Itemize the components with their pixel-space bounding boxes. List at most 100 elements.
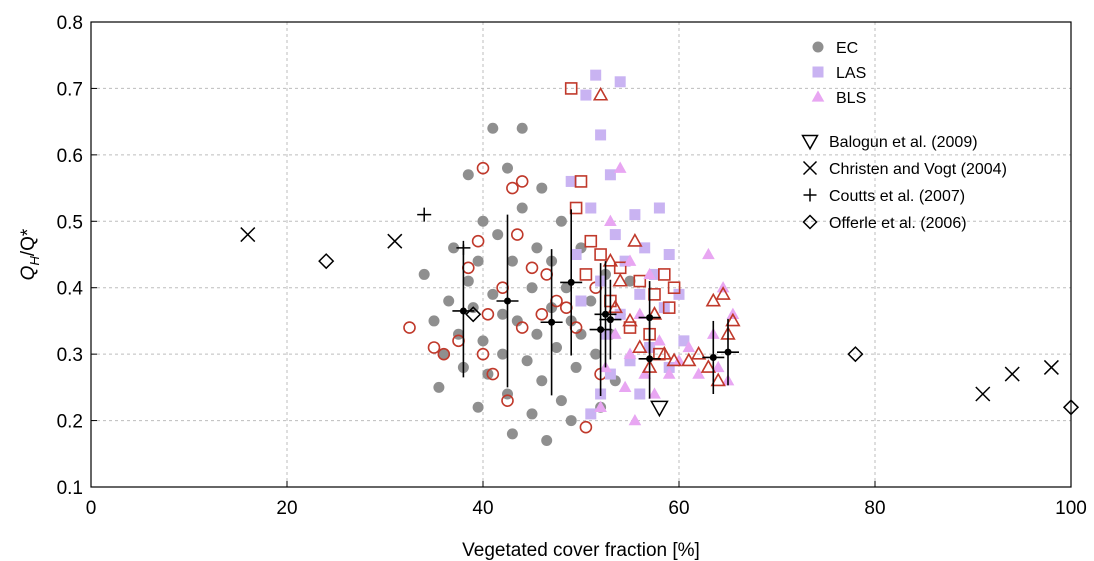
data-point xyxy=(590,69,602,81)
data-point xyxy=(638,367,652,379)
legend-label-ref: Coutts et al. (2007) xyxy=(829,188,965,205)
data-point-outlined xyxy=(653,347,666,361)
data-point xyxy=(428,315,440,327)
data-point xyxy=(506,428,518,440)
data-point-outlined xyxy=(550,294,563,308)
data-point-outlined xyxy=(476,347,490,361)
legend: EC LAS BLS Balogun et al. (2009) Christen an… xyxy=(801,40,1007,232)
data-point xyxy=(575,328,587,340)
data-point-outlined xyxy=(584,234,598,248)
mean-point xyxy=(646,355,654,363)
data-point xyxy=(497,348,509,360)
data-point xyxy=(555,215,567,227)
data-point-outlined xyxy=(594,248,607,261)
data-point xyxy=(663,249,675,260)
data-point xyxy=(570,361,582,373)
data-point xyxy=(672,354,686,366)
data-point xyxy=(633,307,647,319)
data-point xyxy=(443,295,455,307)
data-point xyxy=(643,267,656,280)
data-point xyxy=(502,162,513,174)
data-point-outlined xyxy=(667,281,681,295)
data-point xyxy=(608,327,622,339)
data-point xyxy=(585,408,597,420)
data-point-outlined xyxy=(627,232,643,247)
data-point xyxy=(649,268,660,280)
data-point-outlined xyxy=(700,359,717,373)
data-point-outlined xyxy=(486,367,500,381)
data-point-outlined xyxy=(540,268,554,281)
data-point xyxy=(648,387,661,399)
data-point xyxy=(580,89,592,101)
mean-point xyxy=(602,310,609,318)
data-point-outlined xyxy=(569,321,583,334)
data-point xyxy=(702,247,715,260)
x-tick-label: 20 xyxy=(276,498,297,519)
data-point xyxy=(624,275,636,287)
legend-label-las: LAS xyxy=(836,65,866,82)
data-point xyxy=(521,355,533,367)
data-point xyxy=(590,348,602,360)
data-point-outlined xyxy=(623,321,637,334)
data-point xyxy=(609,229,621,241)
data-point-outlined xyxy=(632,339,648,353)
y-label-main: Q xyxy=(18,265,39,280)
data-point xyxy=(531,328,543,340)
data-point xyxy=(433,381,445,393)
y-tick-label: 0.3 xyxy=(57,345,83,366)
series-means xyxy=(452,209,739,399)
data-point-outlined xyxy=(461,261,475,275)
data-point-outlined xyxy=(602,252,619,267)
data-point-outlined xyxy=(622,312,638,327)
reference-point xyxy=(650,400,669,418)
data-point xyxy=(653,334,666,346)
data-point-outlined xyxy=(715,286,731,300)
data-point-outlined xyxy=(633,274,647,288)
legend-marker-ref xyxy=(803,188,817,202)
data-point-outlined xyxy=(579,268,593,281)
x-tick-label: 80 xyxy=(864,498,885,519)
mean-point xyxy=(724,348,732,356)
data-point-outlined xyxy=(535,307,549,321)
legend-label-ref: Offerle et al. (2006) xyxy=(829,215,967,232)
legend-label-bls: BLS xyxy=(836,90,866,107)
data-point-outlined xyxy=(569,201,583,215)
data-point xyxy=(604,214,617,226)
data-point-outlined xyxy=(481,307,495,321)
y-label-subscript: H xyxy=(27,256,42,266)
data-point xyxy=(472,401,484,413)
series-bls xyxy=(594,161,740,426)
legend-marker-ref xyxy=(802,214,818,230)
data-point xyxy=(497,308,509,320)
y-label-rest: /Q* xyxy=(18,228,39,256)
legend-label-ec: EC xyxy=(836,40,858,57)
data-point xyxy=(487,288,499,300)
data-point xyxy=(516,122,528,134)
data-point xyxy=(623,254,637,266)
mean-point xyxy=(548,318,556,326)
x-tick-label: 60 xyxy=(668,498,689,519)
data-point xyxy=(619,255,631,267)
data-point xyxy=(516,202,528,214)
data-point xyxy=(506,255,518,267)
data-point-outlined xyxy=(607,299,623,314)
data-point-outlined xyxy=(612,272,628,287)
data-point xyxy=(551,342,562,353)
data-point xyxy=(618,380,632,393)
data-point xyxy=(541,435,553,446)
data-point xyxy=(570,249,582,260)
data-point-outlined xyxy=(506,181,519,195)
mean-point xyxy=(709,353,717,361)
series-offerle-et-al-2006 xyxy=(318,253,1080,416)
data-point xyxy=(604,368,616,380)
data-point-outlined xyxy=(525,261,539,275)
data-point xyxy=(585,202,597,214)
data-point xyxy=(555,395,567,407)
data-point-outlined xyxy=(656,345,672,360)
x-tick-label: 40 xyxy=(472,498,493,519)
data-point-outlined xyxy=(510,228,524,241)
y-tick-label: 0.4 xyxy=(57,279,84,300)
data-point-outlined xyxy=(471,234,485,248)
data-point xyxy=(477,335,489,347)
data-point xyxy=(623,347,637,359)
